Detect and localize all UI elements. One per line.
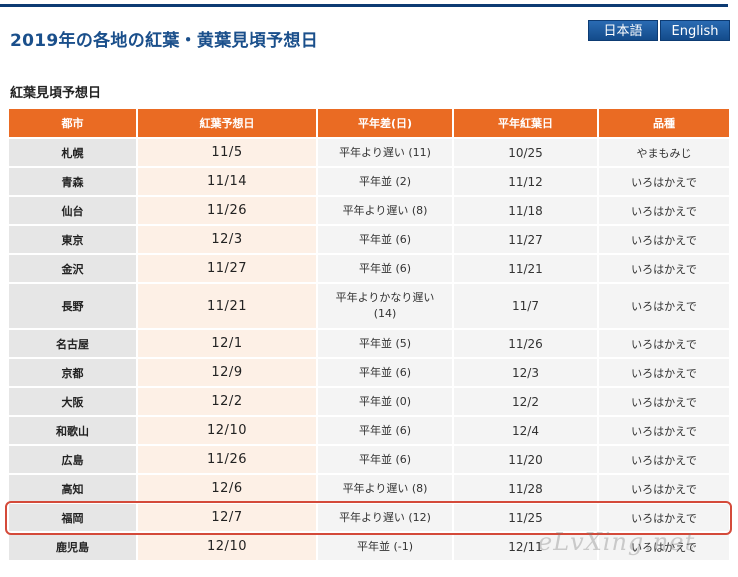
cell-variety: いろはかえで: [599, 446, 729, 475]
cell-date: 12/10: [138, 533, 318, 562]
cell-city: 札幌: [9, 137, 138, 168]
column-header-average-date: 平年紅葉日: [454, 109, 599, 137]
cell-variety: いろはかえで: [599, 475, 729, 504]
table-header-row: 都市 紅葉予想日 平年差(日) 平年紅葉日 品種: [9, 109, 729, 137]
cell-city: 仙台: [9, 197, 138, 226]
cell-city: 金沢: [9, 255, 138, 284]
cell-diff: 平年並 (6): [318, 359, 454, 388]
cell-city: 青森: [9, 168, 138, 197]
cell-avg: 11/26: [454, 330, 599, 359]
column-header-forecast-date: 紅葉予想日: [138, 109, 318, 137]
cell-avg: 11/18: [454, 197, 599, 226]
cell-avg: 12/11: [454, 533, 599, 562]
cell-diff: 平年より遅い (8): [318, 197, 454, 226]
cell-diff: 平年より遅い (8): [318, 475, 454, 504]
cell-diff: 平年よりかなり遅い (14): [318, 284, 454, 330]
page-title: 2019年の各地の紅葉・黄葉見頃予想日: [10, 31, 319, 51]
language-japanese-button[interactable]: 日本語: [588, 20, 658, 41]
cell-city: 大阪: [9, 388, 138, 417]
cell-variety: いろはかえで: [599, 359, 729, 388]
table-row: 鹿児島 12/10 平年並 (-1) 12/11 いろはかえで: [9, 533, 729, 562]
table-row: 高知 12/6 平年より遅い (8) 11/28 いろはかえで: [9, 475, 729, 504]
table-row: 和歌山 12/10 平年並 (6) 12/4 いろはかえで: [9, 417, 729, 446]
cell-diff: 平年並 (-1): [318, 533, 454, 562]
cell-variety: いろはかえで: [599, 330, 729, 359]
cell-avg: 11/27: [454, 226, 599, 255]
table-row: 広島 11/26 平年並 (6) 11/20 いろはかえで: [9, 446, 729, 475]
cell-city: 名古屋: [9, 330, 138, 359]
table-row: 金沢 11/27 平年並 (6) 11/21 いろはかえで: [9, 255, 729, 284]
cell-avg: 11/25: [454, 504, 599, 533]
cell-diff: 平年より遅い (12): [318, 504, 454, 533]
cell-diff: 平年並 (6): [318, 255, 454, 284]
column-header-city: 都市: [9, 109, 138, 137]
forecast-table: 都市 紅葉予想日 平年差(日) 平年紅葉日 品種 札幌 11/5 平年より遅い (1…: [9, 109, 729, 562]
cell-city: 長野: [9, 284, 138, 330]
cell-diff: 平年並 (6): [318, 446, 454, 475]
cell-variety: いろはかえで: [599, 388, 729, 417]
cell-avg: 11/28: [454, 475, 599, 504]
cell-avg: 12/4: [454, 417, 599, 446]
cell-date: 12/9: [138, 359, 318, 388]
cell-date: 12/2: [138, 388, 318, 417]
cell-city: 高知: [9, 475, 138, 504]
cell-diff: 平年並 (6): [318, 226, 454, 255]
table-row: 東京 12/3 平年並 (6) 11/27 いろはかえで: [9, 226, 729, 255]
cell-avg: 11/20: [454, 446, 599, 475]
cell-date: 12/6: [138, 475, 318, 504]
cell-avg: 12/3: [454, 359, 599, 388]
cell-variety: いろはかえで: [599, 533, 729, 562]
table-row: 青森 11/14 平年並 (2) 11/12 いろはかえで: [9, 168, 729, 197]
cell-variety: いろはかえで: [599, 417, 729, 446]
table-row: 仙台 11/26 平年より遅い (8) 11/18 いろはかえで: [9, 197, 729, 226]
cell-variety: いろはかえで: [599, 226, 729, 255]
cell-avg: 10/25: [454, 137, 599, 168]
table-row: 長野 11/21 平年よりかなり遅い (14) 11/7 いろはかえで: [9, 284, 729, 330]
cell-avg: 11/12: [454, 168, 599, 197]
cell-city: 鹿児島: [9, 533, 138, 562]
cell-date: 11/14: [138, 168, 318, 197]
cell-date: 11/21: [138, 284, 318, 330]
table-body: 札幌 11/5 平年より遅い (11) 10/25 やまもみじ 青森 11/14 平年並 (2…: [9, 137, 729, 562]
cell-city: 和歌山: [9, 417, 138, 446]
language-switcher: 日本語 English: [588, 20, 730, 41]
table-row: 名古屋 12/1 平年並 (5) 11/26 いろはかえで: [9, 330, 729, 359]
cell-variety: いろはかえで: [599, 255, 729, 284]
column-header-variety: 品種: [599, 109, 729, 137]
cell-date: 11/26: [138, 197, 318, 226]
cell-avg: 11/7: [454, 284, 599, 330]
cell-city: 京都: [9, 359, 138, 388]
cell-date: 12/3: [138, 226, 318, 255]
cell-diff: 平年並 (5): [318, 330, 454, 359]
cell-city: 東京: [9, 226, 138, 255]
table-row: 札幌 11/5 平年より遅い (11) 10/25 やまもみじ: [9, 137, 729, 168]
cell-diff: 平年並 (2): [318, 168, 454, 197]
cell-city: 広島: [9, 446, 138, 475]
top-divider: [0, 4, 728, 7]
cell-date: 11/26: [138, 446, 318, 475]
column-header-difference: 平年差(日): [318, 109, 454, 137]
cell-avg: 11/21: [454, 255, 599, 284]
language-english-button[interactable]: English: [660, 20, 730, 41]
cell-variety: いろはかえで: [599, 504, 729, 533]
cell-diff: 平年並 (0): [318, 388, 454, 417]
cell-date: 11/5: [138, 137, 318, 168]
section-title: 紅葉見頃予想日: [10, 86, 102, 101]
cell-date: 12/10: [138, 417, 318, 446]
cell-date: 12/7: [138, 504, 318, 533]
cell-city: 福岡: [9, 504, 138, 533]
cell-date: 11/27: [138, 255, 318, 284]
table-row: 福岡 12/7 平年より遅い (12) 11/25 いろはかえで: [9, 504, 729, 533]
cell-diff: 平年並 (6): [318, 417, 454, 446]
cell-avg: 12/2: [454, 388, 599, 417]
cell-variety: いろはかえで: [599, 168, 729, 197]
cell-variety: やまもみじ: [599, 137, 729, 168]
cell-variety: いろはかえで: [599, 284, 729, 330]
cell-diff: 平年より遅い (11): [318, 137, 454, 168]
table-row: 大阪 12/2 平年並 (0) 12/2 いろはかえで: [9, 388, 729, 417]
cell-variety: いろはかえで: [599, 197, 729, 226]
watermark: eLvXing.net: [538, 528, 696, 556]
table-row: 京都 12/9 平年並 (6) 12/3 いろはかえで: [9, 359, 729, 388]
cell-date: 12/1: [138, 330, 318, 359]
